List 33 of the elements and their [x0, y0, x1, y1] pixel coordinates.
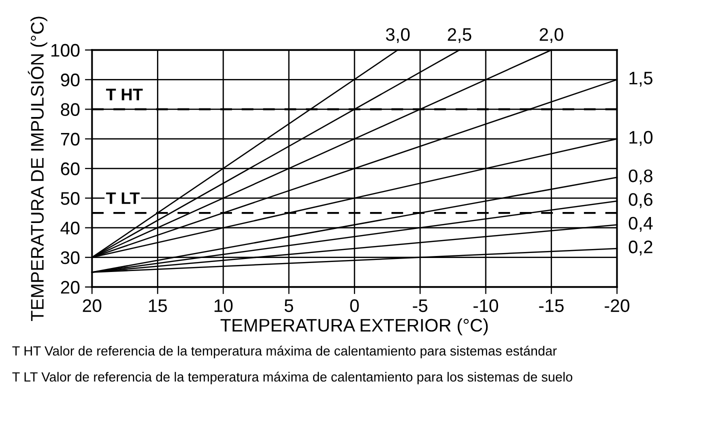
x-tick-label: -5	[412, 299, 428, 312]
y-tick-label: 40	[60, 222, 80, 234]
ref-line-label: T LT	[106, 192, 140, 204]
series-label: 3,0	[386, 28, 410, 44]
x-tick-label: 5	[284, 299, 294, 312]
series-label: 0,2	[628, 240, 652, 256]
y-tick-label: 60	[61, 162, 80, 176]
y-tick-label: 50	[60, 192, 80, 205]
x-tick-label: 20	[82, 299, 102, 312]
y-tick-label: 80	[60, 103, 80, 116]
y-tick-label: 20	[61, 280, 80, 294]
x-tick-label: 15	[148, 299, 167, 312]
series-label: 2,5	[448, 28, 472, 44]
series-label: 0,6	[628, 193, 652, 208]
series-label: 0,4	[628, 216, 653, 232]
y-axis-title: TEMPERATURA DE IMPULSIÓN (°C)	[28, 16, 48, 322]
text: T LT Valor de referencia de la temperatura máxima de calentamiento para los sistemas de suelo	[12, 372, 572, 384]
series-label: 0,8	[628, 169, 652, 184]
series-label: 1,0	[629, 130, 653, 146]
x-axis-title: TEMPERATURA EXTERIOR (°C)	[220, 318, 488, 336]
y-tick-label: 70	[61, 132, 80, 146]
x-tick-label: 10	[214, 299, 233, 312]
x-tick-label: -15	[539, 299, 564, 312]
x-tick-label: -20	[604, 299, 630, 312]
x-tick-label: -10	[474, 299, 498, 312]
series-label: 1,5	[629, 72, 652, 87]
y-tick-label: 30	[60, 251, 80, 264]
ref-line-label: T HT	[106, 88, 143, 100]
series-label: 2,0	[540, 28, 564, 44]
text: T HT Valor de referencia de la temperatura máxima de calentamiento para sistemas estándar	[12, 346, 557, 358]
x-tick-label: 0	[350, 299, 359, 312]
y-tick-label: 90	[60, 74, 80, 86]
y-tick-label: 100	[51, 44, 80, 57]
